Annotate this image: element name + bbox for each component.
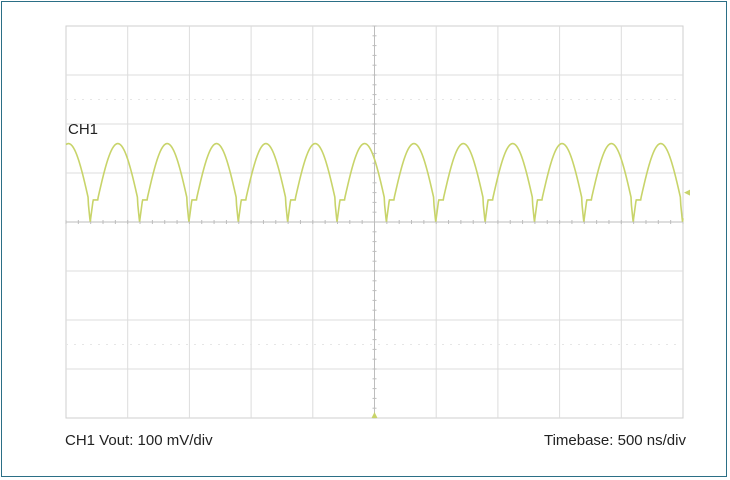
timebase-caption: Timebase: 500 ns/div — [543, 432, 686, 449]
trigger-position-marker — [371, 412, 378, 418]
vertical-scale-caption: CH1 Vout: 100 mV/div — [65, 432, 213, 449]
ch1-trace — [65, 142, 684, 222]
channel-label: CH1 — [68, 121, 98, 138]
channel-level-marker — [684, 189, 690, 196]
center-ticks — [65, 25, 684, 419]
